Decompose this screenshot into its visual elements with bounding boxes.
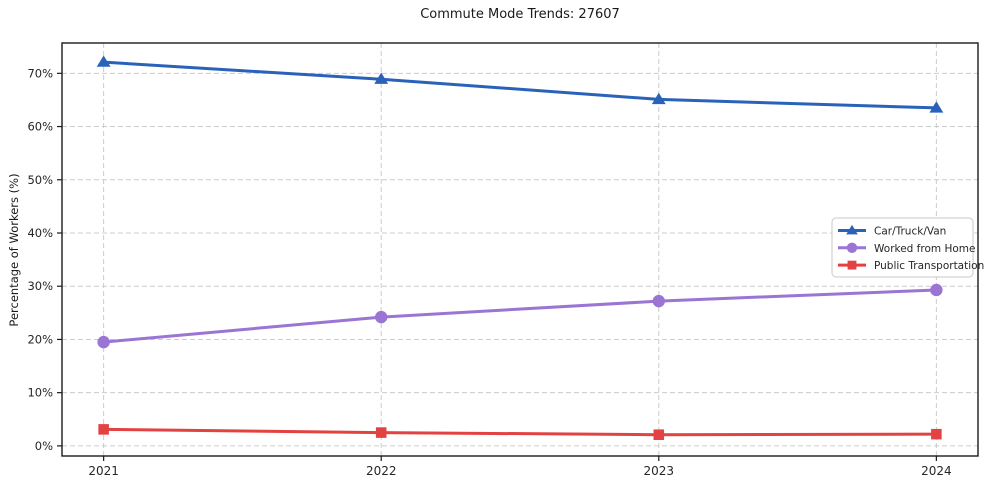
legend-label-worked-from-home: Worked from Home bbox=[874, 243, 975, 255]
y-tick-label: 30% bbox=[27, 279, 53, 293]
series-line-car-truck-van bbox=[103, 60, 937, 110]
plot-frame bbox=[61, 42, 979, 457]
legend-box bbox=[831, 217, 974, 278]
y-tick-label: 70% bbox=[27, 66, 53, 80]
data-point-car-truck-van bbox=[374, 72, 389, 84]
y-tick-label: 0% bbox=[35, 439, 53, 453]
data-point-public-transportation bbox=[653, 429, 665, 440]
series-line-worked-from-home bbox=[103, 288, 937, 344]
series-line-public-transportation bbox=[103, 427, 937, 437]
data-point-car-truck-van bbox=[96, 55, 111, 67]
x-tick-label: 2024 bbox=[921, 464, 952, 478]
x-tick-label: 2023 bbox=[644, 464, 675, 478]
chart-title: Commute Mode Trends: 27607 bbox=[420, 7, 620, 22]
data-point-public-transportation bbox=[375, 427, 387, 438]
data-point-car-truck-van bbox=[651, 92, 666, 105]
data-point-worked-from-home bbox=[375, 310, 388, 324]
data-point-worked-from-home bbox=[930, 283, 943, 297]
x-tick-label: 2021 bbox=[88, 464, 119, 478]
legend-label-public-transportation: Public Transportation bbox=[874, 260, 984, 272]
data-point-worked-from-home bbox=[652, 294, 665, 308]
data-point-car-truck-van bbox=[929, 101, 944, 113]
data-point-public-transportation bbox=[931, 428, 942, 440]
legend-swatch-worked-from-home bbox=[846, 242, 858, 253]
y-tick-label: 20% bbox=[27, 332, 53, 346]
y-tick-label: 50% bbox=[27, 173, 53, 187]
y-tick-label: 40% bbox=[27, 226, 53, 240]
legend-swatch-car-truck-van bbox=[846, 224, 858, 235]
y-tick-label: 60% bbox=[27, 120, 53, 134]
data-point-worked-from-home bbox=[97, 335, 110, 349]
legend-label-car-truck-van: Car/Truck/Van bbox=[874, 226, 946, 238]
data-point-public-transportation bbox=[98, 424, 109, 435]
legend-swatch-public-transportation bbox=[847, 260, 857, 270]
x-tick-label: 2022 bbox=[366, 464, 397, 478]
y-tick-label: 10% bbox=[27, 386, 53, 400]
